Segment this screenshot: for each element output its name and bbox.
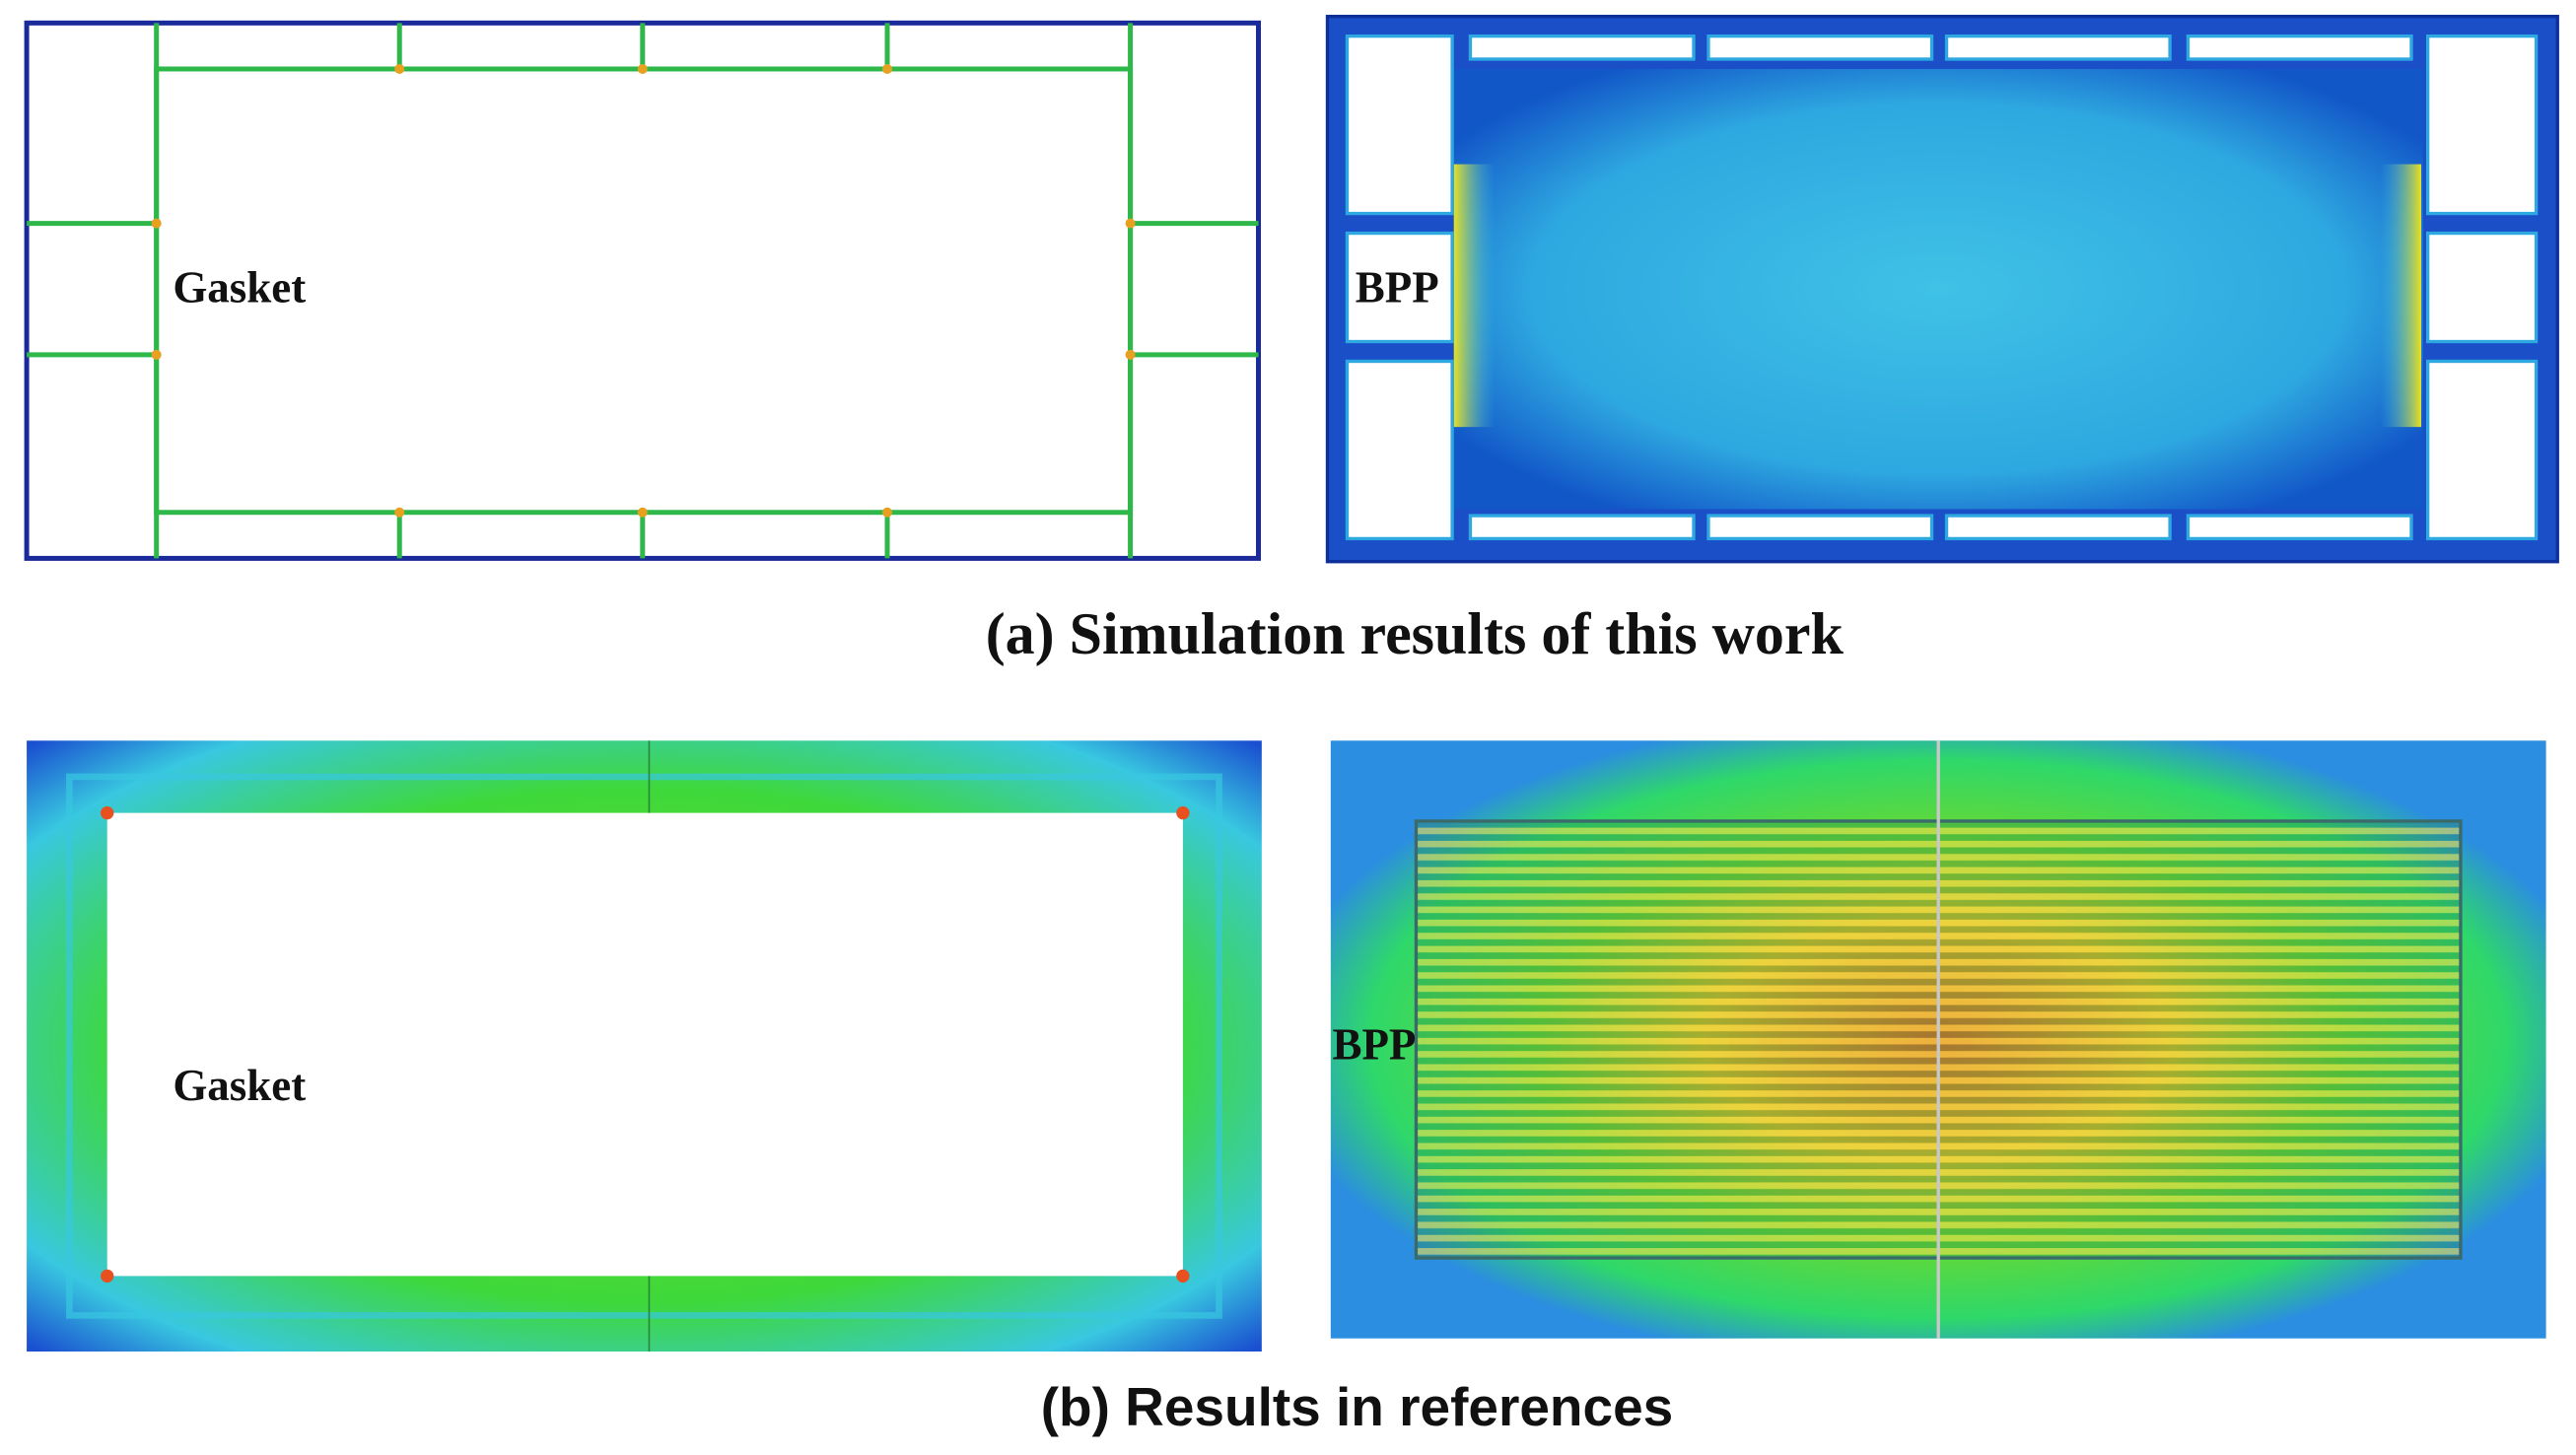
label: BPP xyxy=(1356,263,1439,312)
label: Gasket xyxy=(173,263,306,312)
caption: (a) Simulation results of this work xyxy=(986,601,1845,666)
gasket-ref: Gasket xyxy=(27,740,1262,1352)
caption: (b) Results in references xyxy=(1041,1376,1674,1437)
bpp-sim: BPP xyxy=(1325,14,2559,564)
label: BPP xyxy=(1332,1020,1416,1070)
label: Gasket xyxy=(173,1061,306,1110)
gasket-sim: Gasket xyxy=(24,20,1262,561)
bpp-ref: BPP xyxy=(1330,740,2546,1339)
